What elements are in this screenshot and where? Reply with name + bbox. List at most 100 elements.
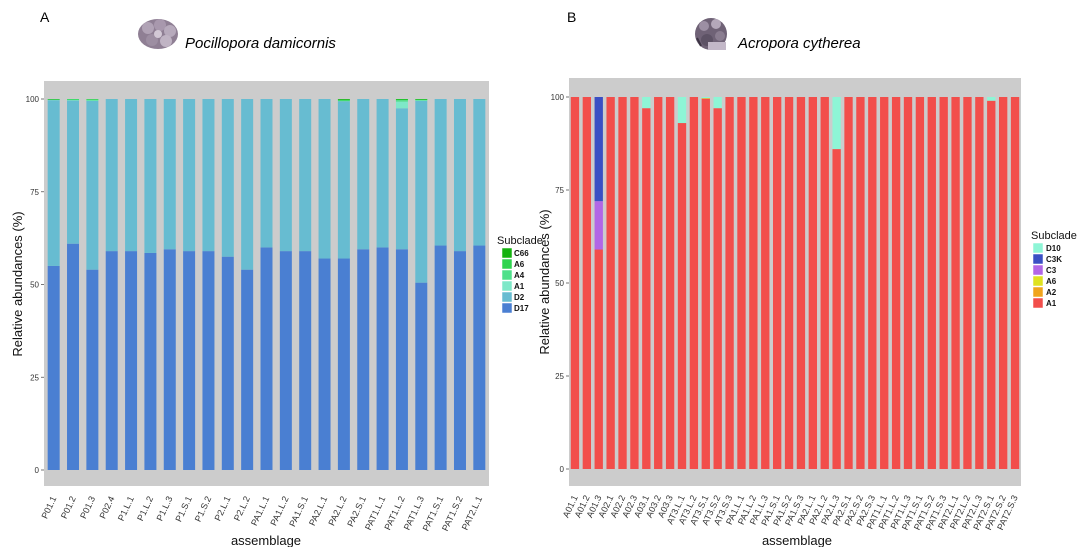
bar-PAT2.L.2-A1 xyxy=(963,97,972,469)
y-tick-label: 25 xyxy=(555,372,564,381)
x-ticks-b: A01.1A01.2A01.3A02.1A02.2A02.3A03.1A03.2… xyxy=(561,494,1020,532)
x-tick-label: P2.L.1 xyxy=(213,495,233,523)
bar-A02.2-A1 xyxy=(618,97,627,469)
legend-label-C3K: C3K xyxy=(1046,255,1062,264)
bar-P1.L.1-D17 xyxy=(125,251,138,470)
bar-PAT2.L.3-A1 xyxy=(975,97,984,469)
bar-PAT1.L.2-A6 xyxy=(395,99,408,101)
legend-swatch-A6 xyxy=(501,258,513,270)
x-tick-label: P02.4 xyxy=(98,495,117,521)
bar-PA2.L.2-C66 xyxy=(337,99,350,100)
legend-swatch-C66 xyxy=(501,247,513,259)
bar-P2.L.2-D2 xyxy=(241,99,254,270)
bar-A01.3-A1 xyxy=(594,249,603,469)
bar-PAT2.S.1-A1 xyxy=(987,100,996,469)
bar-P01.2-D17 xyxy=(67,243,80,470)
legend-swatch-A2 xyxy=(1032,286,1044,298)
y-axis-label-a: Relative abundances (%) xyxy=(10,211,25,356)
bar-P1.L.3-D17 xyxy=(163,249,176,470)
y-tick-label: 25 xyxy=(30,373,39,382)
bar-PAT1.L.2-A1 xyxy=(395,101,408,109)
bar-PA2.S.1-D17 xyxy=(357,249,370,470)
bar-P1.S.1-D2 xyxy=(183,99,196,252)
bar-P01.2-A6 xyxy=(67,99,80,100)
x-tick-label: P01.3 xyxy=(78,495,97,521)
legend-swatch-D2 xyxy=(501,291,513,303)
bar-PA1.L.2-A1 xyxy=(749,97,758,469)
panel-a: A Pocillopora damicornis 0 25 50 75 100 P01.… xyxy=(10,9,543,547)
bar-PAT1.L.1-A1 xyxy=(880,97,889,469)
bar-A03.2-A1 xyxy=(654,97,663,469)
bars-b xyxy=(570,97,1020,470)
x-axis-label-a: assemblage xyxy=(231,533,301,547)
bar-PA1.S.3-A1 xyxy=(796,97,806,469)
bar-AT3.S.2-D10 xyxy=(713,97,722,109)
bar-PAT1.L.3-A4 xyxy=(415,99,428,101)
bar-PAT1.S.2-A1 xyxy=(927,97,936,469)
bar-A01.2-A1 xyxy=(582,97,592,469)
y-tick-label: 75 xyxy=(555,186,564,195)
x-ticks-a: P01.1 P01.2 P01.3 P02.4 P1.L.1 P1.L.2 P1.L.3P1… xyxy=(39,495,484,533)
bar-P1.S.2-D2 xyxy=(202,99,215,252)
bar-PAT2.S.1-D10 xyxy=(987,97,996,101)
bar-PAT1.L.3-A1 xyxy=(903,97,913,469)
y-ticks-a: 0 25 50 75 100 xyxy=(26,95,44,475)
bar-PAT1.S.2-D2 xyxy=(453,99,466,252)
x-tick-label: P1.L.3 xyxy=(155,495,175,523)
bar-P2.L.2-D17 xyxy=(241,269,254,470)
bar-PAT2.L.1-A1 xyxy=(951,97,960,469)
bar-P02.4-D2 xyxy=(105,99,118,252)
y-ticks-b: 0 25 50 75 100 xyxy=(551,93,569,474)
legend-swatch-A6 xyxy=(1032,275,1044,287)
legend-title-b: Subclade xyxy=(1031,230,1077,242)
bar-PA2.S.1-A1 xyxy=(844,97,853,469)
bar-PA2.L.3-D10 xyxy=(832,97,841,150)
legend-b: Subclade D10 C3K C3 A6 A2 A1 xyxy=(1031,230,1077,309)
bar-PAT2.L.1-D17 xyxy=(473,245,486,470)
bar-P01.1-A4 xyxy=(47,99,60,100)
bar-PA1.L.2-D17 xyxy=(279,251,292,470)
legend-label-D10: D10 xyxy=(1046,244,1061,253)
y-tick-label: 50 xyxy=(30,281,39,290)
bar-P01.2-D2 xyxy=(67,100,80,244)
bar-P1.L.2-D2 xyxy=(144,99,157,253)
y-tick-label: 0 xyxy=(35,466,40,475)
y-tick-label: 75 xyxy=(30,188,39,197)
panel-b-label: B xyxy=(567,9,576,25)
bar-P01.3-A1 xyxy=(86,100,99,101)
bar-PAT1.S.1-D17 xyxy=(434,245,447,470)
legend-label-A2: A2 xyxy=(1046,288,1057,297)
bar-AT3.S.2-A1 xyxy=(713,108,722,469)
legend-swatch-C3K xyxy=(1032,253,1044,265)
bar-PA1.S.1-D17 xyxy=(299,251,312,470)
bar-PA2.L.2-A1 xyxy=(820,97,829,469)
bar-PA2.L.2-A6 xyxy=(337,99,350,101)
bar-PA1.S.2-A1 xyxy=(784,97,794,469)
bar-A03.3-A1 xyxy=(665,97,675,469)
bar-PAT2.S.3-A1 xyxy=(1010,97,1020,469)
legend-label-D17: D17 xyxy=(514,304,529,313)
bar-PAT1.L.3-D17 xyxy=(415,282,428,470)
bar-P1.S.2-D17 xyxy=(202,251,215,470)
bar-AT3.S.1-D10 xyxy=(701,97,710,99)
x-tick-label: P01.2 xyxy=(59,495,78,521)
bar-P02.4-D17 xyxy=(105,251,118,470)
bar-A02.1-A1 xyxy=(606,97,615,469)
bar-P01.3-D17 xyxy=(86,269,99,470)
bar-AT3.L.1-A1 xyxy=(677,123,687,469)
legend-label-C3: C3 xyxy=(1046,266,1057,275)
panel-a-title: Pocillopora damicornis xyxy=(185,35,336,52)
bar-P1.S.1-D17 xyxy=(183,251,196,470)
bar-AT3.S.1-A2 xyxy=(701,98,710,99)
bar-PA2.S.3-A1 xyxy=(868,97,877,469)
bar-A03.1-D10 xyxy=(642,97,651,109)
bar-PA1.L.1-A1 xyxy=(737,97,746,469)
bar-PAT1.L.3-A6 xyxy=(415,99,428,100)
legend-label-A4: A4 xyxy=(514,271,525,280)
bar-PAT1.L.3-D2 xyxy=(415,100,428,283)
bar-PAT1.L.1-D2 xyxy=(376,99,389,248)
bar-P1.L.1-D2 xyxy=(125,99,138,252)
coral-icon xyxy=(138,19,178,49)
bar-AT3.L.2-A1 xyxy=(689,97,699,469)
x-axis-label-b: assemblage xyxy=(762,533,832,547)
